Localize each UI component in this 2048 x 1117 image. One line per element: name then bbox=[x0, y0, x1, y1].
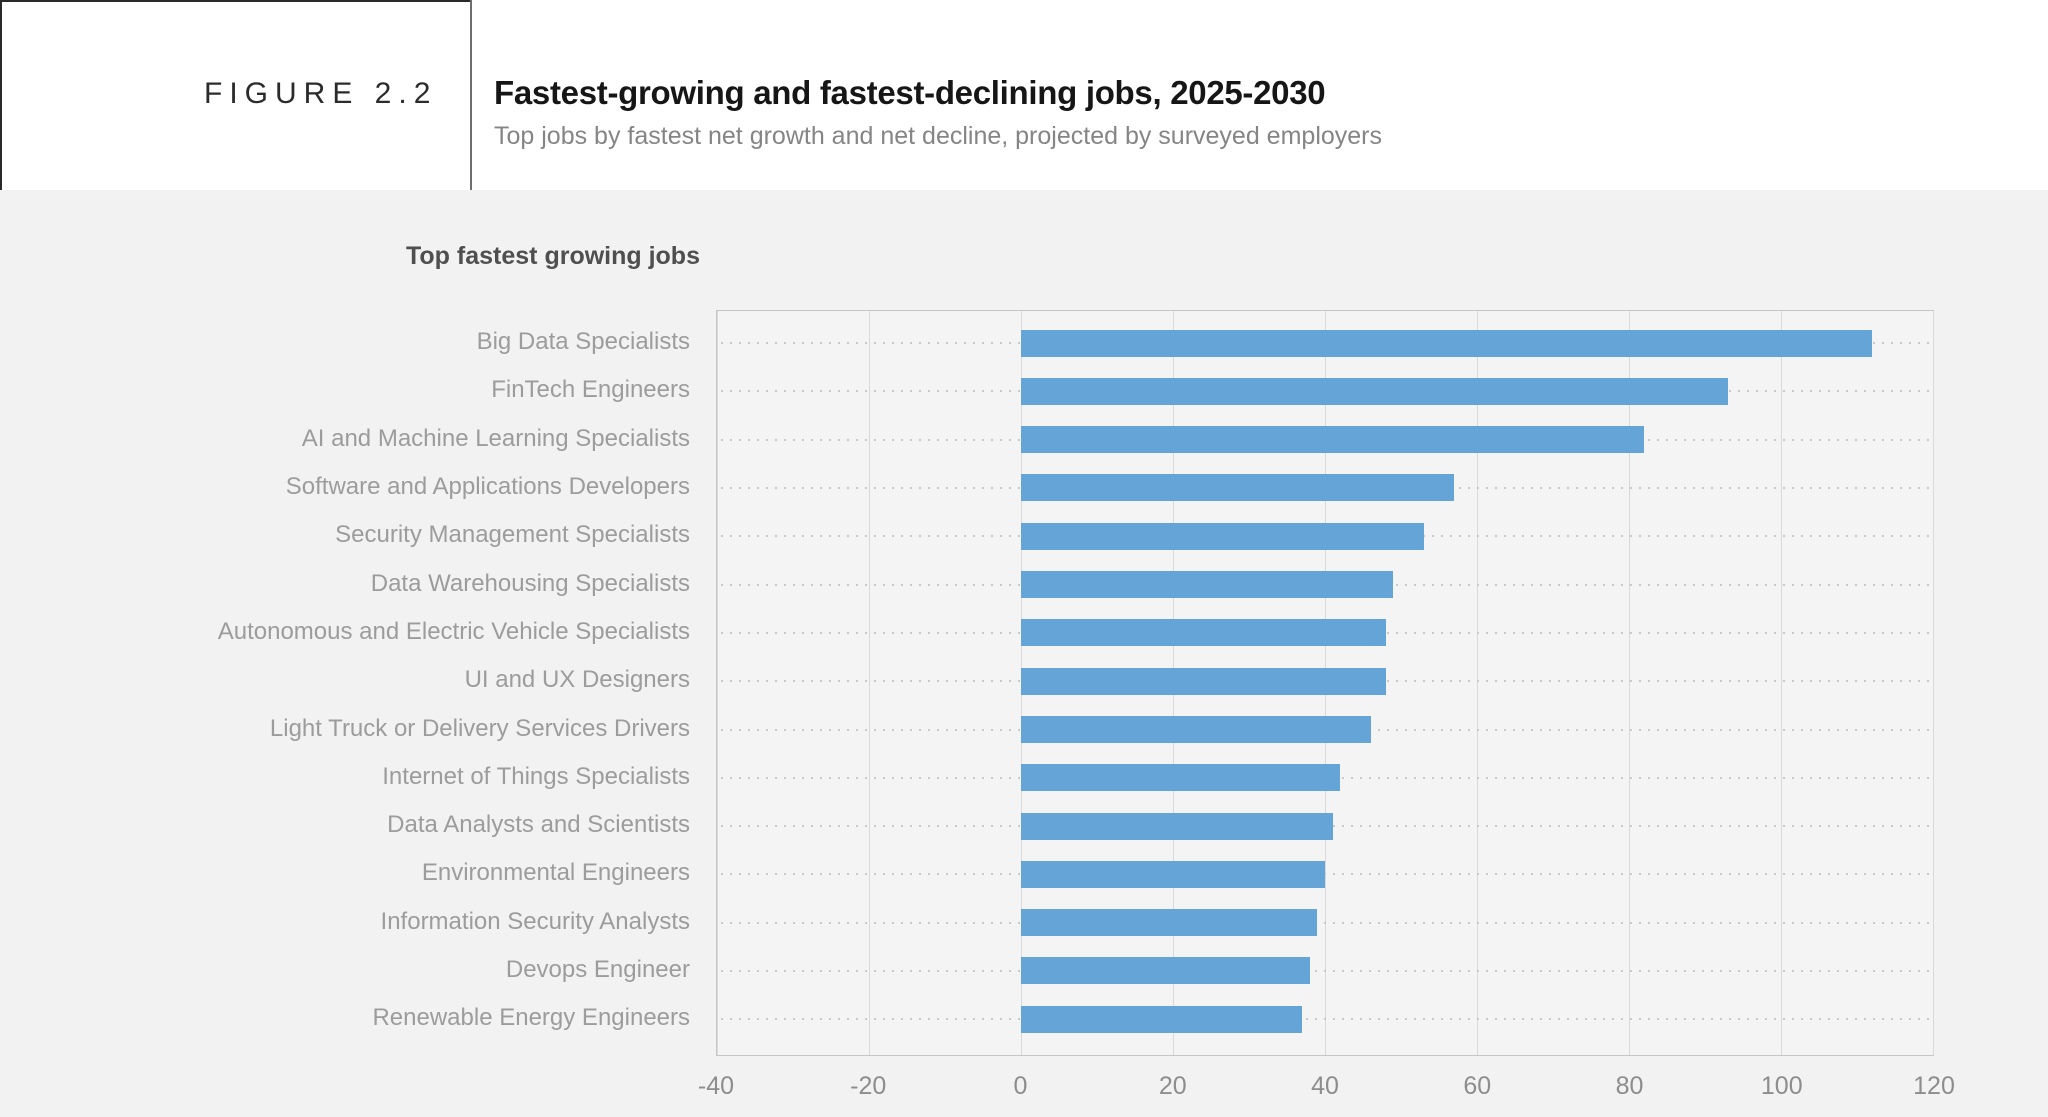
row-leader-dots bbox=[721, 921, 1929, 924]
gridline--40 bbox=[717, 311, 718, 1055]
bar bbox=[1021, 764, 1341, 792]
figure-title: Fastest-growing and fastest-declining jo… bbox=[494, 74, 1326, 111]
bar bbox=[1021, 619, 1386, 647]
bar bbox=[1021, 474, 1455, 502]
category-label: Light Truck or Delivery Services Drivers bbox=[269, 714, 690, 742]
x-tick-label: 80 bbox=[1615, 1072, 1644, 1100]
bar-row bbox=[717, 512, 1933, 560]
figure-number-label: FIGURE 2.2 bbox=[204, 77, 438, 110]
category-labels-column: Big Data Specialists FinTech Engineers AI … bbox=[0, 318, 690, 1042]
bar bbox=[1021, 667, 1386, 695]
bar bbox=[1021, 329, 1873, 357]
gridline-60 bbox=[1477, 311, 1478, 1055]
gridline-80 bbox=[1629, 311, 1630, 1055]
bar-rows-layer bbox=[717, 319, 1933, 1043]
x-tick-label: 0 bbox=[1013, 1072, 1028, 1100]
x-tick-label: -20 bbox=[850, 1072, 887, 1100]
plot-area bbox=[716, 310, 1934, 1056]
bar-row bbox=[717, 416, 1933, 464]
x-tick-label: 100 bbox=[1760, 1072, 1803, 1100]
bar-row bbox=[717, 609, 1933, 657]
figure-heading: Fastest-growing and fastest-declining jo… bbox=[494, 74, 1382, 150]
bar bbox=[1021, 957, 1310, 985]
category-label: UI and UX Designers bbox=[464, 666, 690, 694]
bar bbox=[1021, 860, 1325, 888]
bar bbox=[1021, 1005, 1303, 1033]
category-label: Information Security Analysts bbox=[380, 907, 690, 935]
category-label: Internet of Things Specialists bbox=[382, 762, 690, 790]
x-tick-label: 120 bbox=[1913, 1072, 1955, 1100]
bar-row bbox=[717, 899, 1933, 947]
bar-row bbox=[717, 657, 1933, 705]
figure-subtitle: Top jobs by fastest net growth and net d… bbox=[494, 122, 1383, 150]
category-label: Data Warehousing Specialists bbox=[370, 569, 690, 597]
gridline-120 bbox=[1933, 311, 1934, 1055]
bar-row bbox=[717, 802, 1933, 850]
bar-row bbox=[717, 319, 1933, 367]
bar-row bbox=[717, 367, 1933, 415]
chart-section-title: Top fastest growing jobs bbox=[406, 242, 700, 270]
x-tick-label: -40 bbox=[697, 1072, 735, 1100]
bar bbox=[1021, 909, 1318, 937]
bar-row bbox=[717, 464, 1933, 512]
bar-row bbox=[717, 754, 1933, 802]
category-label: Autonomous and Electric Vehicle Speciali… bbox=[217, 617, 690, 645]
x-tick-label: 60 bbox=[1463, 1072, 1492, 1100]
category-label: Software and Applications Developers bbox=[285, 473, 690, 501]
x-tick-label: 20 bbox=[1158, 1072, 1187, 1100]
bar bbox=[1021, 715, 1371, 743]
category-label: AI and Machine Learning Specialists bbox=[301, 424, 690, 452]
bar-row bbox=[717, 947, 1933, 995]
bar-row bbox=[717, 705, 1933, 753]
x-tick-label: 40 bbox=[1311, 1072, 1339, 1100]
bar bbox=[1021, 426, 1645, 454]
row-leader-dots bbox=[721, 970, 1929, 972]
row-leader-dots bbox=[721, 1018, 1929, 1021]
header-left-border bbox=[0, 0, 2, 190]
bar bbox=[1021, 571, 1394, 599]
bar-row bbox=[717, 995, 1933, 1043]
bar-row bbox=[717, 850, 1933, 898]
category-label: Environmental Engineers bbox=[421, 859, 690, 887]
category-label: Devops Engineer bbox=[505, 956, 690, 983]
category-label: FinTech Engineers bbox=[491, 376, 690, 404]
header-divider bbox=[470, 0, 472, 190]
row-leader-dots bbox=[721, 873, 1929, 876]
bar bbox=[1021, 377, 1728, 405]
figure-header: FIGURE 2.2 Fastest-growing and fastest-d… bbox=[0, 0, 2048, 190]
category-label: Data Analysts and Scientists bbox=[387, 811, 690, 839]
gridline--20 bbox=[869, 311, 870, 1055]
category-label: Big Data Specialists bbox=[476, 328, 690, 356]
category-label: Security Management Specialists bbox=[335, 521, 690, 549]
bar bbox=[1021, 522, 1424, 550]
gridline-100 bbox=[1781, 311, 1782, 1055]
header-top-border bbox=[0, 0, 472, 2]
category-label: Renewable Energy Engineers bbox=[372, 1004, 690, 1032]
bar-row bbox=[717, 560, 1933, 608]
bar bbox=[1021, 812, 1333, 840]
